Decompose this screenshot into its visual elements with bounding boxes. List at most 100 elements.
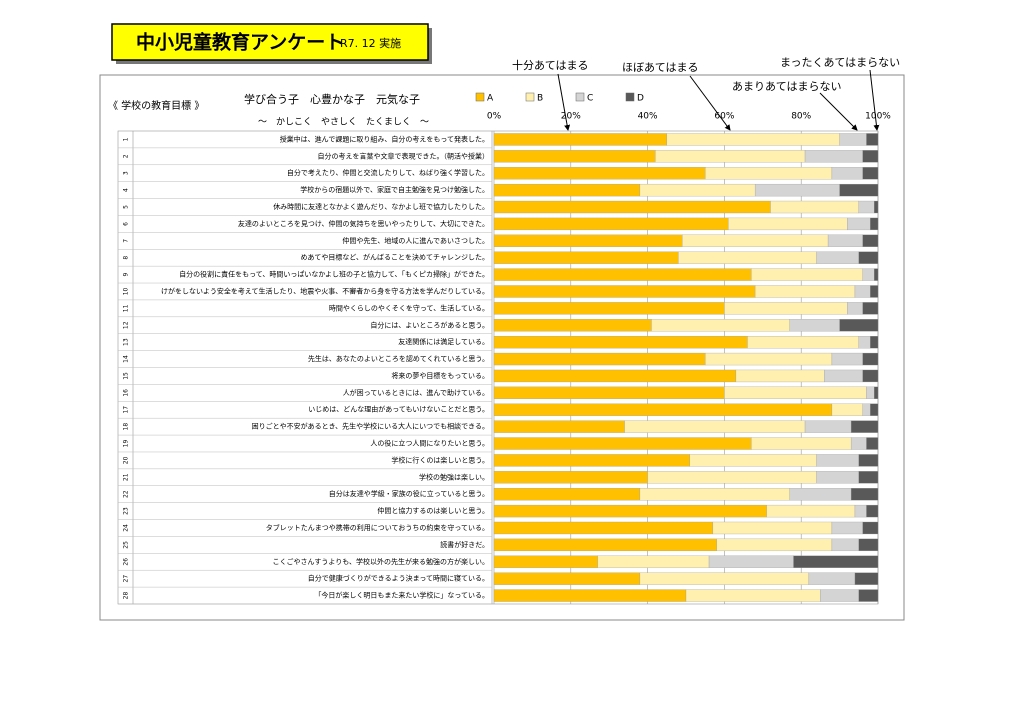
bar-segment	[493, 302, 725, 315]
goal-label: 《 学校の教育目標 》	[108, 99, 204, 112]
row-number: 14	[123, 355, 130, 363]
y-tick-label: タブレットたんまつや携帯の利用についておうちの約束を守っている。	[266, 523, 489, 532]
x-tick-label: 0%	[487, 112, 502, 122]
bar-segment	[493, 167, 706, 180]
title-box	[111, 23, 429, 61]
bar-segment	[870, 217, 879, 231]
row-number: 17	[123, 406, 130, 414]
bar-segment	[493, 183, 641, 197]
legend-label: D	[637, 94, 644, 104]
bar-segment	[831, 521, 863, 535]
bar-segment	[831, 403, 863, 416]
bar-segment	[827, 234, 863, 247]
bar-segment	[854, 504, 867, 518]
row-number: 8	[123, 256, 130, 260]
bar-segment	[816, 471, 859, 484]
bar-segment	[651, 319, 790, 332]
bar-segment	[862, 302, 879, 315]
bar-segment	[678, 251, 817, 264]
bar-segment	[708, 555, 794, 568]
bar-segment	[751, 437, 852, 450]
y-tick-label: 自分の考えを言葉や文章で表現できた。（朝活や授業）	[318, 151, 490, 160]
bar-segment	[874, 268, 879, 281]
annotation-arrow	[819, 92, 858, 131]
y-tick-label: 自分は友達や学級・家族の役に立っていると思う。	[329, 489, 489, 498]
bar-segment	[493, 572, 641, 585]
row-number: 4	[123, 188, 130, 192]
bar-segment	[493, 234, 683, 247]
bar-segment	[793, 555, 879, 568]
bar-segment	[839, 319, 879, 332]
bar-segment	[689, 454, 817, 467]
x-tick-label: 40%	[638, 112, 658, 122]
bar-segment	[858, 538, 879, 552]
bar-segment	[597, 555, 710, 568]
bar-segment	[493, 538, 717, 552]
bar-segment	[858, 589, 879, 602]
bar-segment	[770, 200, 859, 214]
bar-segment	[862, 167, 879, 180]
y-tick-label: 先生は、あなたのよいところを認めてくれていると思う。	[308, 354, 489, 363]
y-tick-label: 人が困っているときには、進んで助けている。	[343, 388, 489, 397]
y-tick-label: めあてや目標など、がんばることを決めてチャレンジした。	[301, 253, 489, 262]
goal-sub: ～ かしこく やさしく たくましく ～	[258, 117, 429, 128]
x-tick-label: 80%	[791, 112, 811, 122]
bar-segment	[808, 572, 856, 585]
annotation-arrow	[869, 69, 880, 131]
y-tick-label: 友達のよいところを見つけ、仲間の気持ちを思いやったりして、大切にできた。	[238, 219, 489, 228]
bar-segment	[728, 217, 848, 231]
y-tick-label: 自分には、よいところがあると思う。	[370, 320, 489, 329]
bar-segment	[858, 336, 871, 349]
bar-segment	[839, 133, 867, 146]
bar-segment	[493, 471, 648, 484]
bar-segment	[724, 302, 848, 315]
y-tick-label: こくごやさんすうよりも、学校以外の先生が来る勉強の方が楽しい。	[272, 557, 489, 566]
bar-segment	[493, 521, 714, 535]
bar-segment	[862, 403, 871, 416]
y-tick-label: 学校の勉強は楽しい。	[419, 472, 489, 481]
bar-segment	[751, 268, 863, 281]
bar-segment	[816, 454, 859, 467]
row-number: 3	[123, 171, 130, 175]
row-number: 20	[123, 456, 130, 464]
title: 中小児童教育アンケート	[136, 31, 344, 54]
bar-segment	[493, 488, 641, 501]
bar-segment	[862, 521, 879, 535]
row-number: 21	[123, 473, 130, 481]
annotation: ほぼあてはまる	[622, 61, 699, 74]
y-tick-label: 学校からの宿題以外で、家庭で自主勉強を見つけ勉強した。	[300, 185, 489, 194]
row-number: 25	[123, 541, 130, 549]
annotation-arrow	[557, 73, 571, 131]
row-number: 28	[123, 592, 130, 600]
bar-segment	[493, 251, 679, 264]
bar-segment	[850, 488, 879, 501]
bar-segment	[850, 420, 879, 433]
bar-segment	[854, 572, 879, 585]
bar-segment	[874, 200, 879, 214]
bar-segment	[716, 538, 833, 552]
y-tick-label: いじめは、どんな理由があってもいけないことだと思う。	[308, 405, 489, 414]
bar-segment	[866, 133, 879, 146]
bar-segment	[831, 538, 859, 552]
bar-segment	[724, 386, 867, 399]
bar-segment	[493, 504, 767, 518]
bar-segment	[655, 150, 806, 163]
bar-segment	[816, 251, 859, 264]
bar-segment	[493, 589, 687, 602]
bar-segment	[858, 251, 879, 264]
row-number: 7	[123, 239, 130, 243]
bar-segment	[862, 150, 879, 163]
bar-segment	[804, 150, 863, 163]
bar-segment	[639, 572, 810, 585]
frame	[99, 74, 905, 621]
row-number: 2	[123, 154, 130, 158]
bar-segment	[754, 183, 840, 197]
row-number: 10	[123, 287, 130, 295]
bar-segment	[666, 133, 840, 146]
y-tick-label: けがをしないよう安全を考えて生活したり、地震や火事、不審者から身を守る方法を学ん…	[161, 286, 489, 295]
y-tick-label: 友達関係には満足している。	[398, 337, 489, 346]
annotation: まったくあてはまらない	[780, 56, 900, 69]
bar-segment	[847, 302, 863, 315]
y-tick-label: 「今日が楽しく明日もまた来たい学校に」なっている。	[314, 591, 489, 600]
bar-segment	[862, 234, 879, 247]
